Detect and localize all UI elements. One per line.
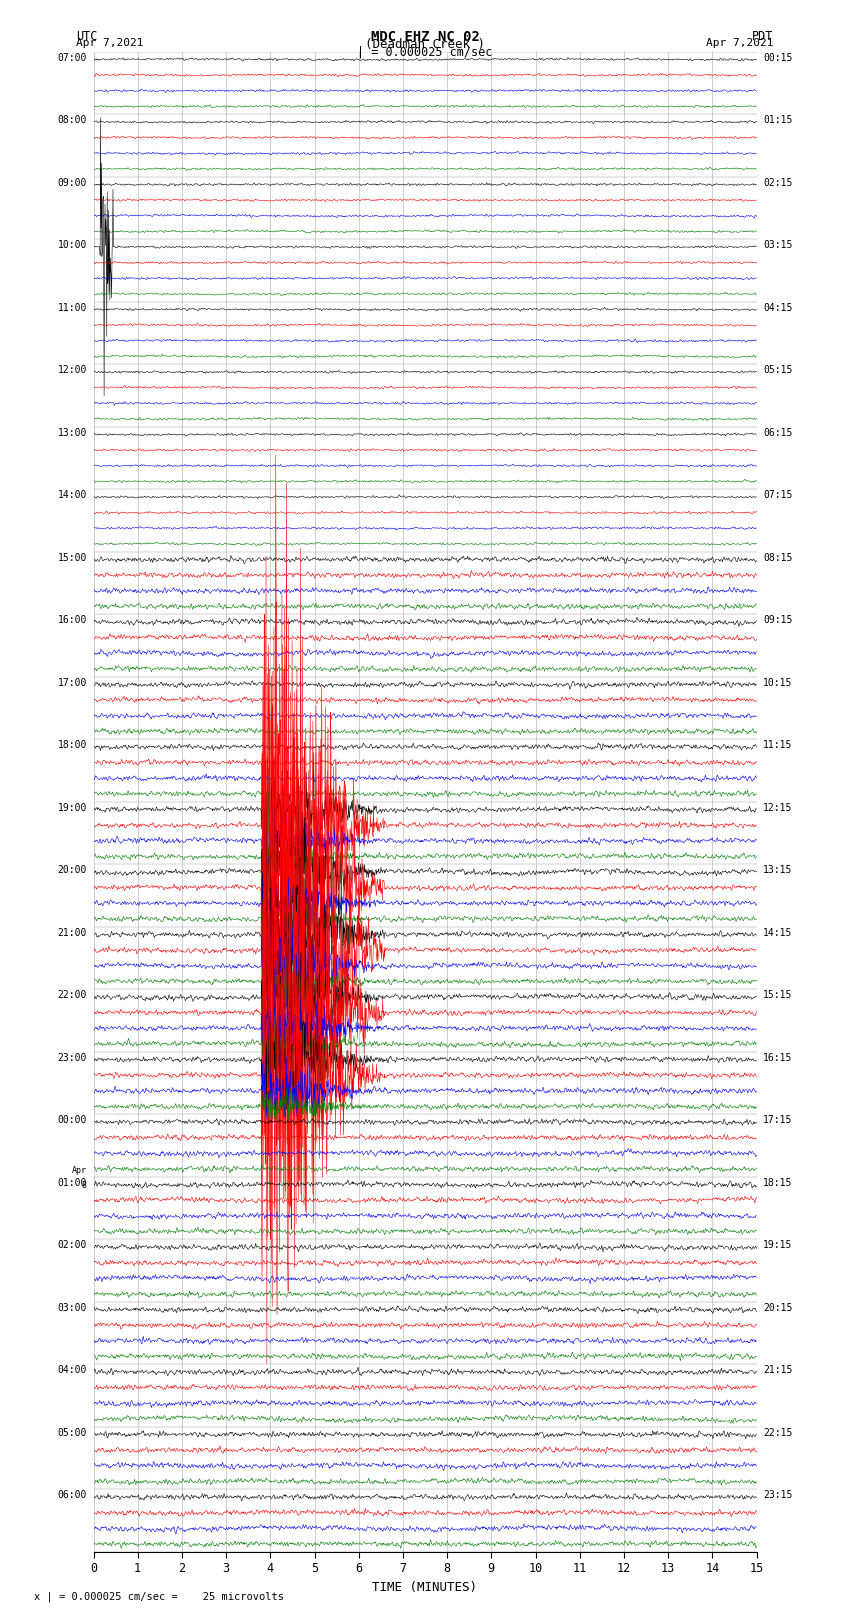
Text: 07:00: 07:00 [58, 53, 87, 63]
Text: 00:15: 00:15 [763, 53, 792, 63]
Text: 8: 8 [82, 1181, 87, 1190]
Text: 15:00: 15:00 [58, 553, 87, 563]
Text: 18:00: 18:00 [58, 740, 87, 750]
Text: 03:00: 03:00 [58, 1303, 87, 1313]
Text: 01:15: 01:15 [763, 116, 792, 126]
Text: Apr 7,2021: Apr 7,2021 [706, 37, 774, 48]
Text: PDT: PDT [752, 31, 774, 44]
Text: 20:00: 20:00 [58, 866, 87, 876]
Text: 08:15: 08:15 [763, 553, 792, 563]
Text: 05:00: 05:00 [58, 1428, 87, 1437]
Text: 13:00: 13:00 [58, 427, 87, 437]
Text: 11:15: 11:15 [763, 740, 792, 750]
Text: 16:00: 16:00 [58, 616, 87, 626]
Text: 19:00: 19:00 [58, 803, 87, 813]
Text: 16:15: 16:15 [763, 1053, 792, 1063]
Text: 10:00: 10:00 [58, 240, 87, 250]
Text: (Deadman Creek ): (Deadman Creek ) [365, 37, 485, 52]
Text: 03:15: 03:15 [763, 240, 792, 250]
Text: 07:15: 07:15 [763, 490, 792, 500]
Text: 11:00: 11:00 [58, 303, 87, 313]
Text: 19:15: 19:15 [763, 1240, 792, 1250]
Text: 13:15: 13:15 [763, 866, 792, 876]
Text: 02:15: 02:15 [763, 177, 792, 187]
Text: 22:00: 22:00 [58, 990, 87, 1000]
Text: 00:00: 00:00 [58, 1116, 87, 1126]
Text: 17:00: 17:00 [58, 677, 87, 687]
Text: | = 0.000025 cm/sec: | = 0.000025 cm/sec [357, 45, 493, 60]
Text: 15:15: 15:15 [763, 990, 792, 1000]
Text: 06:00: 06:00 [58, 1490, 87, 1500]
Text: 08:00: 08:00 [58, 116, 87, 126]
Text: Apr 7,2021: Apr 7,2021 [76, 37, 144, 48]
Text: 14:15: 14:15 [763, 927, 792, 937]
Text: 09:00: 09:00 [58, 177, 87, 187]
Text: 18:15: 18:15 [763, 1177, 792, 1187]
Text: 10:15: 10:15 [763, 677, 792, 687]
Text: 22:15: 22:15 [763, 1428, 792, 1437]
Text: 05:15: 05:15 [763, 366, 792, 376]
Text: 23:00: 23:00 [58, 1053, 87, 1063]
Text: 06:15: 06:15 [763, 427, 792, 437]
Text: 04:00: 04:00 [58, 1366, 87, 1376]
Text: 21:00: 21:00 [58, 927, 87, 937]
Text: 14:00: 14:00 [58, 490, 87, 500]
Text: 20:15: 20:15 [763, 1303, 792, 1313]
Text: Apr: Apr [72, 1166, 87, 1174]
Text: MDC EHZ NC 02: MDC EHZ NC 02 [371, 31, 479, 44]
X-axis label: TIME (MINUTES): TIME (MINUTES) [372, 1581, 478, 1594]
Text: x | = 0.000025 cm/sec =    25 microvolts: x | = 0.000025 cm/sec = 25 microvolts [34, 1590, 284, 1602]
Text: 09:15: 09:15 [763, 616, 792, 626]
Text: 23:15: 23:15 [763, 1490, 792, 1500]
Text: 17:15: 17:15 [763, 1116, 792, 1126]
Text: 02:00: 02:00 [58, 1240, 87, 1250]
Text: 04:15: 04:15 [763, 303, 792, 313]
Text: 12:00: 12:00 [58, 366, 87, 376]
Text: 01:00: 01:00 [58, 1177, 87, 1187]
Text: 12:15: 12:15 [763, 803, 792, 813]
Text: 21:15: 21:15 [763, 1366, 792, 1376]
Text: UTC: UTC [76, 31, 98, 44]
